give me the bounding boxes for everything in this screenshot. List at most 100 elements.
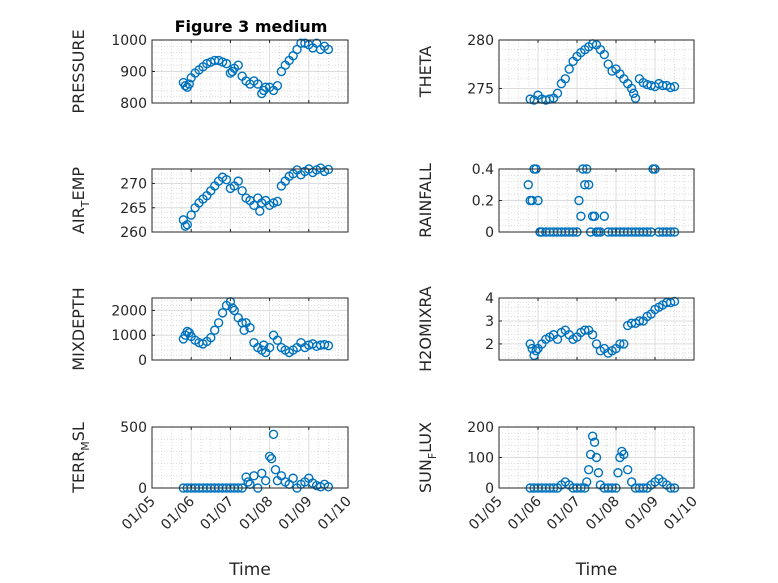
- data-point: [533, 195, 543, 206]
- data-point: [552, 334, 563, 345]
- subplot-6: 2 3 4 H2OMIXRA: [416, 286, 695, 372]
- x-axis-label: Time: [575, 560, 618, 580]
- data-point: [599, 49, 609, 60]
- x-tick-label: 01/06: [505, 493, 545, 533]
- axes-box: [498, 297, 695, 361]
- data-point: [217, 308, 228, 318]
- x-tick-label: 01/07: [544, 494, 584, 534]
- data-point: [186, 210, 196, 220]
- data-point: [574, 195, 584, 206]
- x-tick-label: 01/08: [237, 494, 277, 534]
- axes-box: [151, 168, 349, 233]
- data-point: [626, 83, 637, 94]
- data-point: [587, 330, 598, 340]
- y-tick-label: 275: [467, 81, 494, 97]
- x-tick-label: 01/10: [661, 494, 701, 534]
- y-tick-label: 0: [485, 225, 494, 241]
- y-axis-label: TERRMSL: [69, 422, 92, 494]
- y-tick-label: 4: [485, 291, 494, 307]
- y-tick-label: 100: [467, 451, 494, 467]
- data-point: [323, 482, 334, 492]
- y-tick-label: 0: [485, 481, 494, 497]
- y-tick-label: 500: [120, 420, 147, 436]
- y-axis-label: H2OMIXRA: [416, 286, 435, 372]
- data-point: [587, 431, 598, 441]
- data-point: [619, 339, 629, 349]
- data-point: [260, 475, 271, 486]
- data-point: [599, 211, 609, 221]
- subplot-8: 0 100 200 SUNFLUX 01/05 01/06 01/07 01/08 01/09 0…: [416, 420, 701, 580]
- data-point: [619, 449, 629, 460]
- data-point: [221, 58, 232, 69]
- data-point: [580, 180, 590, 190]
- subplot-5: 0 1000 2000 MIXDEPTH: [69, 287, 349, 371]
- data-point: [264, 342, 275, 353]
- axes-box: [151, 426, 349, 489]
- y-tick-label: 900: [120, 65, 147, 81]
- data-point: [264, 451, 275, 461]
- y-tick-label: 800: [120, 96, 147, 112]
- y-tick-label: 280: [467, 33, 494, 49]
- data-point: [584, 465, 594, 475]
- y-tick-label: 0.4: [472, 162, 494, 178]
- data-point: [257, 468, 267, 479]
- data-point: [525, 339, 535, 349]
- y-tick-label: 260: [120, 225, 147, 241]
- y-axis-label: PRESSURE: [69, 29, 88, 113]
- data-point: [623, 465, 633, 475]
- data-point: [182, 220, 192, 230]
- subplot-4: 0 0.2 0.4 RAINFALL: [416, 162, 695, 241]
- y-tick-label: 0: [138, 353, 147, 369]
- y-axis-label: AIRTEMP: [69, 167, 92, 234]
- data-point: [227, 303, 238, 313]
- figure-title: Figure 3 medium: [175, 17, 328, 36]
- y-tick-label: 270: [120, 177, 147, 193]
- data-point: [615, 339, 625, 349]
- data-point: [272, 80, 283, 91]
- data-point: [180, 221, 191, 231]
- subplot-2: 275 280 THETA: [416, 33, 695, 105]
- data-point: [245, 323, 255, 333]
- y-tick-label: 0.2: [472, 194, 494, 210]
- x-tick-label: 01/06: [158, 493, 198, 533]
- data-point: [560, 74, 570, 84]
- x-tick-label: 01/09: [276, 494, 316, 534]
- subplot-7: 0 500 TERRMSL 01/05 01/06 01/07 01/08 01/09 01/1…: [69, 420, 355, 580]
- data-point: [564, 64, 574, 74]
- data-point: [529, 350, 539, 361]
- data-point: [272, 335, 283, 345]
- axes-box: [151, 297, 349, 361]
- data-point: [628, 88, 639, 99]
- data-point: [669, 296, 680, 307]
- data-point: [210, 325, 220, 335]
- y-tick-label: 2: [485, 337, 494, 353]
- data-point: [253, 79, 263, 89]
- y-tick-label: 1000: [111, 33, 147, 49]
- data-point: [221, 174, 232, 185]
- data-point: [634, 316, 645, 326]
- data-point: [272, 196, 283, 207]
- x-axis-label: Time: [228, 560, 271, 580]
- y-tick-label: 265: [120, 201, 147, 217]
- x-tick-label: 01/08: [583, 494, 623, 534]
- data-point: [237, 186, 247, 196]
- data-point: [531, 346, 541, 356]
- data-point: [593, 468, 604, 478]
- data-point: [591, 452, 602, 463]
- data-point: [323, 340, 334, 351]
- data-point: [268, 429, 279, 440]
- x-tick-label: 01/05: [119, 494, 159, 534]
- data-point: [213, 318, 224, 328]
- data-point: [580, 325, 590, 335]
- y-axis-label: THETA: [416, 46, 435, 98]
- y-tick-label: 200: [467, 420, 494, 436]
- y-tick-label: 0: [138, 481, 147, 497]
- subplot-3: 260 265 270 AIRTEMP: [69, 163, 349, 241]
- data-point: [589, 211, 600, 221]
- data-point: [323, 44, 334, 55]
- data-point: [582, 477, 592, 487]
- data-point: [270, 465, 281, 475]
- data-point: [591, 339, 602, 349]
- data-point: [665, 297, 676, 308]
